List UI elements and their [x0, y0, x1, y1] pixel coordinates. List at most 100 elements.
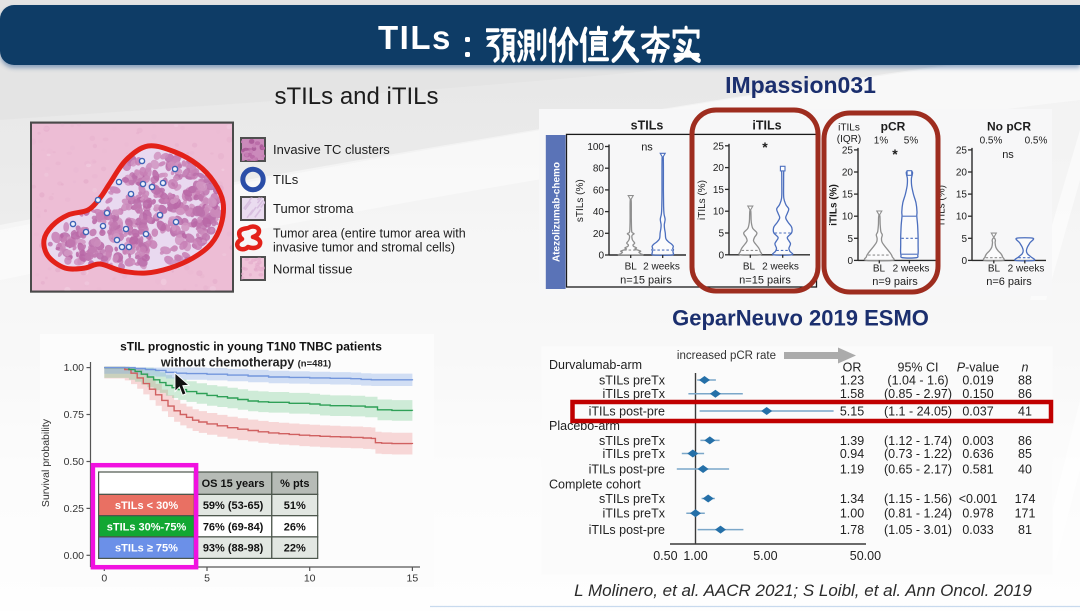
- svg-text:ns: ns: [1002, 149, 1014, 161]
- svg-text:n=15 pairs: n=15 pairs: [620, 275, 672, 287]
- svg-text:26%: 26%: [284, 521, 306, 533]
- svg-text:Tumor stroma: Tumor stroma: [273, 201, 354, 216]
- svg-text:2 weeks: 2 weeks: [893, 264, 930, 275]
- svg-text:Invasive TC clusters: Invasive TC clusters: [273, 142, 390, 157]
- svg-text:1.23: 1.23: [840, 373, 864, 387]
- svg-text:5.15: 5.15: [840, 404, 864, 418]
- svg-text:85: 85: [1018, 447, 1032, 461]
- svg-text:0.150: 0.150: [962, 387, 993, 401]
- svg-text:88: 88: [1018, 373, 1032, 387]
- svg-text:10: 10: [842, 212, 854, 223]
- svg-text:5: 5: [204, 573, 210, 585]
- svg-text:80: 80: [593, 164, 605, 175]
- svg-text:0: 0: [101, 573, 107, 585]
- svg-text:0.94: 0.94: [840, 447, 864, 461]
- svg-text:increased pCR rate: increased pCR rate: [677, 350, 776, 362]
- svg-text:BL: BL: [743, 262, 756, 273]
- svg-text:BL: BL: [625, 262, 638, 273]
- svg-text:Tumor area (entire tumor area: Tumor area (entire tumor area with: [273, 227, 466, 241]
- svg-text:sTILs 30%-75%: sTILs 30%-75%: [107, 521, 187, 533]
- svg-text:20: 20: [956, 168, 968, 179]
- svg-text:20: 20: [842, 168, 854, 179]
- svg-text:iTILs preTx: iTILs preTx: [602, 387, 665, 401]
- svg-text:(0.85 - 2.97): (0.85 - 2.97): [884, 387, 952, 401]
- svg-text:iTILs preTx: iTILs preTx: [602, 447, 665, 461]
- svg-text:93% (88-98): 93% (88-98): [203, 543, 264, 555]
- svg-text:2 weeks: 2 weeks: [643, 262, 680, 273]
- svg-text:0: 0: [718, 250, 724, 261]
- svg-text:51%: 51%: [284, 500, 306, 512]
- svg-text:0.037: 0.037: [962, 404, 993, 418]
- svg-text:22%: 22%: [284, 543, 306, 555]
- svg-text:without chemotherapy (n=481): without chemotherapy (n=481): [160, 356, 331, 370]
- svg-text:iTILs (%): iTILs (%): [937, 185, 948, 225]
- svg-text:0.5%: 0.5%: [980, 136, 1003, 147]
- svg-text:81: 81: [1018, 523, 1032, 537]
- svg-text:5.00: 5.00: [753, 549, 777, 563]
- svg-text:iTILs: iTILs: [752, 119, 781, 133]
- svg-text:1.00: 1.00: [683, 549, 707, 563]
- svg-text:76% (69-84): 76% (69-84): [203, 521, 264, 533]
- svg-text:Atezolizumab-chemo: Atezolizumab-chemo: [552, 162, 563, 262]
- svg-text:*: *: [762, 139, 768, 155]
- svg-text:1.19: 1.19: [840, 462, 864, 476]
- svg-text:0: 0: [847, 256, 853, 267]
- svg-text:n=15 pairs: n=15 pairs: [739, 275, 791, 287]
- svg-text:1.39: 1.39: [840, 434, 864, 448]
- svg-text:sTILs preTx: sTILs preTx: [599, 373, 666, 387]
- svg-text:(0.65 - 2.17): (0.65 - 2.17): [884, 462, 952, 476]
- svg-text:25: 25: [713, 141, 725, 152]
- svg-text:sTILs preTx: sTILs preTx: [599, 492, 666, 506]
- svg-text:0.00: 0.00: [64, 550, 85, 562]
- svg-text:0.75: 0.75: [64, 409, 85, 421]
- svg-text:Survival probability: Survival probability: [40, 418, 52, 507]
- svg-text:(0.81 - 1.24): (0.81 - 1.24): [884, 507, 952, 521]
- svg-text:0.636: 0.636: [962, 447, 993, 461]
- svg-text:15: 15: [956, 190, 968, 201]
- svg-text:40: 40: [1018, 462, 1032, 476]
- svg-text:<0.001: <0.001: [959, 492, 998, 506]
- svg-text:(1.1 - 24.05): (1.1 - 24.05): [884, 404, 952, 418]
- svg-text:10: 10: [956, 212, 968, 223]
- svg-text:sTILs preTx: sTILs preTx: [599, 434, 666, 448]
- svg-text:20: 20: [593, 229, 605, 240]
- svg-text:(IQR): (IQR): [837, 134, 861, 145]
- svg-text:0.978: 0.978: [962, 507, 993, 521]
- svg-text:ns: ns: [641, 142, 653, 154]
- svg-text:P-value: P-value: [957, 361, 999, 375]
- svg-text:n=9 pairs: n=9 pairs: [872, 276, 918, 288]
- svg-text:pCR: pCR: [881, 120, 906, 134]
- svg-text:15: 15: [713, 185, 725, 196]
- svg-text:0.5%: 0.5%: [1025, 136, 1048, 147]
- svg-text:0.003: 0.003: [962, 434, 993, 448]
- svg-text:iTILs (%): iTILs (%): [829, 184, 840, 226]
- svg-text:50.00: 50.00: [850, 549, 881, 563]
- svg-text:41: 41: [1018, 404, 1032, 418]
- svg-text:86: 86: [1018, 434, 1032, 448]
- svg-text:sTILs ≥ 75%: sTILs ≥ 75%: [115, 543, 178, 555]
- svg-text:sTILs and iTILs: sTILs and iTILs: [274, 83, 438, 110]
- svg-text:5: 5: [847, 234, 853, 245]
- svg-text:BL: BL: [988, 264, 1001, 275]
- svg-text:15: 15: [407, 573, 419, 585]
- svg-text:sTILs (%): sTILs (%): [575, 179, 586, 222]
- svg-text:171: 171: [1015, 507, 1036, 521]
- svg-text:(1.15 - 1.56): (1.15 - 1.56): [884, 492, 952, 506]
- svg-text:1.34: 1.34: [840, 492, 864, 506]
- svg-text:OS 15 years: OS 15 years: [202, 478, 265, 490]
- svg-text:60: 60: [593, 185, 605, 196]
- svg-text:2 weeks: 2 weeks: [762, 262, 799, 273]
- svg-text:0: 0: [598, 251, 604, 262]
- svg-text:0.50: 0.50: [64, 456, 85, 468]
- svg-text:1.00: 1.00: [840, 507, 864, 521]
- svg-text:1%: 1%: [874, 136, 889, 147]
- svg-text:(0.73 - 1.22): (0.73 - 1.22): [884, 447, 952, 461]
- svg-text:40: 40: [593, 207, 605, 218]
- svg-text:1.78: 1.78: [840, 523, 864, 537]
- svg-text:IMpassion031: IMpassion031: [725, 72, 876, 98]
- svg-text:5: 5: [718, 229, 724, 240]
- svg-text:59% (53-65): 59% (53-65): [203, 500, 264, 512]
- svg-text:0: 0: [961, 256, 967, 267]
- svg-text:100: 100: [587, 142, 604, 153]
- svg-text:95% CI: 95% CI: [898, 361, 939, 375]
